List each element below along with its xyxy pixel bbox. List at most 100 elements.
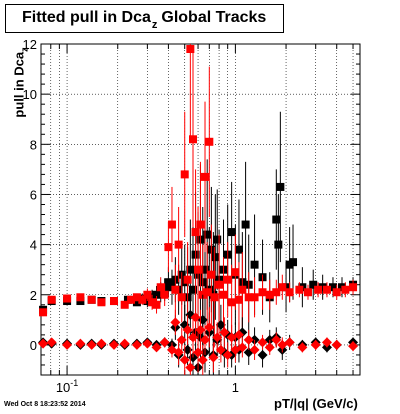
data-point-square <box>203 230 212 239</box>
data-point-diamond <box>185 362 196 373</box>
data-point-square <box>191 228 200 237</box>
data-point-square <box>265 290 274 299</box>
data-point-diamond <box>46 337 57 348</box>
data-point-diamond <box>170 317 181 328</box>
data-point-diamond <box>176 334 187 345</box>
data-point-square <box>189 135 198 144</box>
data-point-diamond <box>257 349 268 360</box>
data-point-diamond <box>96 338 107 349</box>
data-point-square <box>164 243 173 252</box>
data-point-square <box>180 170 189 179</box>
data-point-square <box>210 293 219 302</box>
data-point-square <box>272 215 281 224</box>
y-tick-label: 0 <box>30 338 37 353</box>
chart-title-main: Fitted pull in Dca <box>22 9 151 26</box>
data-point-diamond <box>331 339 342 350</box>
data-point-diamond <box>182 344 193 355</box>
data-point-diamond <box>142 338 153 349</box>
data-point-diamond <box>86 339 97 350</box>
data-point-diamond <box>212 332 223 343</box>
data-point-square <box>127 295 136 304</box>
data-point-square <box>276 182 285 191</box>
data-point-square <box>341 285 350 294</box>
data-point-square <box>238 285 247 294</box>
y-tick-label: 12 <box>23 37 37 52</box>
data-point-square <box>295 285 304 294</box>
data-point-diamond <box>215 319 226 330</box>
data-point-square <box>152 290 161 299</box>
data-point-square <box>167 220 176 229</box>
data-point-square <box>201 172 210 181</box>
data-point-diamond <box>151 342 162 353</box>
data-point-square <box>186 265 195 274</box>
data-point-square <box>215 280 224 289</box>
data-point-square <box>39 308 48 317</box>
data-point-square <box>164 278 173 287</box>
data-point-square <box>76 293 85 302</box>
data-point-square <box>194 265 203 274</box>
data-point-diamond <box>219 327 230 338</box>
y-tick-label: 8 <box>30 137 37 152</box>
data-point-square <box>156 283 165 292</box>
data-point-square <box>250 293 259 302</box>
data-point-square <box>120 300 129 309</box>
data-point-square <box>272 288 281 297</box>
data-point-diamond <box>208 352 219 363</box>
data-point-square <box>227 298 236 307</box>
data-point-square <box>196 220 205 229</box>
data-point-square <box>309 280 318 289</box>
data-point-diamond <box>348 341 359 352</box>
data-point-square <box>227 228 236 237</box>
data-point-square <box>186 45 195 54</box>
data-point-diamond <box>200 334 211 345</box>
data-point-diamond <box>264 342 275 353</box>
plot-frame <box>40 43 361 376</box>
data-point-square <box>285 288 294 297</box>
data-point-square <box>223 275 232 284</box>
data-point-diamond <box>108 339 119 350</box>
data-point-diamond <box>215 344 226 355</box>
data-point-square <box>47 295 56 304</box>
data-point-diamond <box>197 354 208 365</box>
chart-title-box: Fitted pull in Dcaz Global Tracks <box>5 4 284 33</box>
data-point-square <box>160 290 169 299</box>
data-point-diamond <box>179 354 190 365</box>
data-point-square <box>213 235 222 244</box>
data-point-square <box>258 288 267 297</box>
data-point-square <box>171 285 180 294</box>
data-point-diamond <box>62 339 73 350</box>
data-point-diamond <box>284 337 295 348</box>
data-point-diamond <box>243 334 254 345</box>
y-tick-label: 6 <box>30 187 37 202</box>
data-point-diamond <box>131 339 142 350</box>
data-point-diamond <box>173 347 184 358</box>
data-point-square <box>274 240 283 249</box>
data-point-square <box>87 295 96 304</box>
data-point-square <box>148 298 157 307</box>
y-tick-label: 4 <box>30 238 37 253</box>
data-point-square <box>318 283 327 292</box>
timestamp: Wed Oct 8 18:23:52 2014 <box>4 401 86 408</box>
data-point-square <box>303 288 312 297</box>
data-point-square <box>177 293 186 302</box>
data-point-square <box>138 295 147 304</box>
data-point-diamond <box>271 334 282 345</box>
data-point-diamond <box>195 324 206 335</box>
data-point-square <box>219 290 228 299</box>
data-point-square <box>203 288 212 297</box>
data-point-square <box>97 298 106 307</box>
data-point-diamond <box>190 312 201 323</box>
data-point-square <box>234 245 243 254</box>
data-point-diamond <box>75 338 86 349</box>
data-point-diamond <box>182 324 193 335</box>
data-point-square <box>183 275 192 284</box>
data-point-diamond <box>159 337 170 348</box>
data-point-diamond <box>237 342 248 353</box>
data-point-square <box>63 294 72 303</box>
data-point-square <box>143 290 152 299</box>
data-point-diamond <box>38 338 49 349</box>
data-point-square <box>174 240 183 249</box>
data-point-square <box>349 283 358 292</box>
data-point-diamond <box>119 338 130 349</box>
